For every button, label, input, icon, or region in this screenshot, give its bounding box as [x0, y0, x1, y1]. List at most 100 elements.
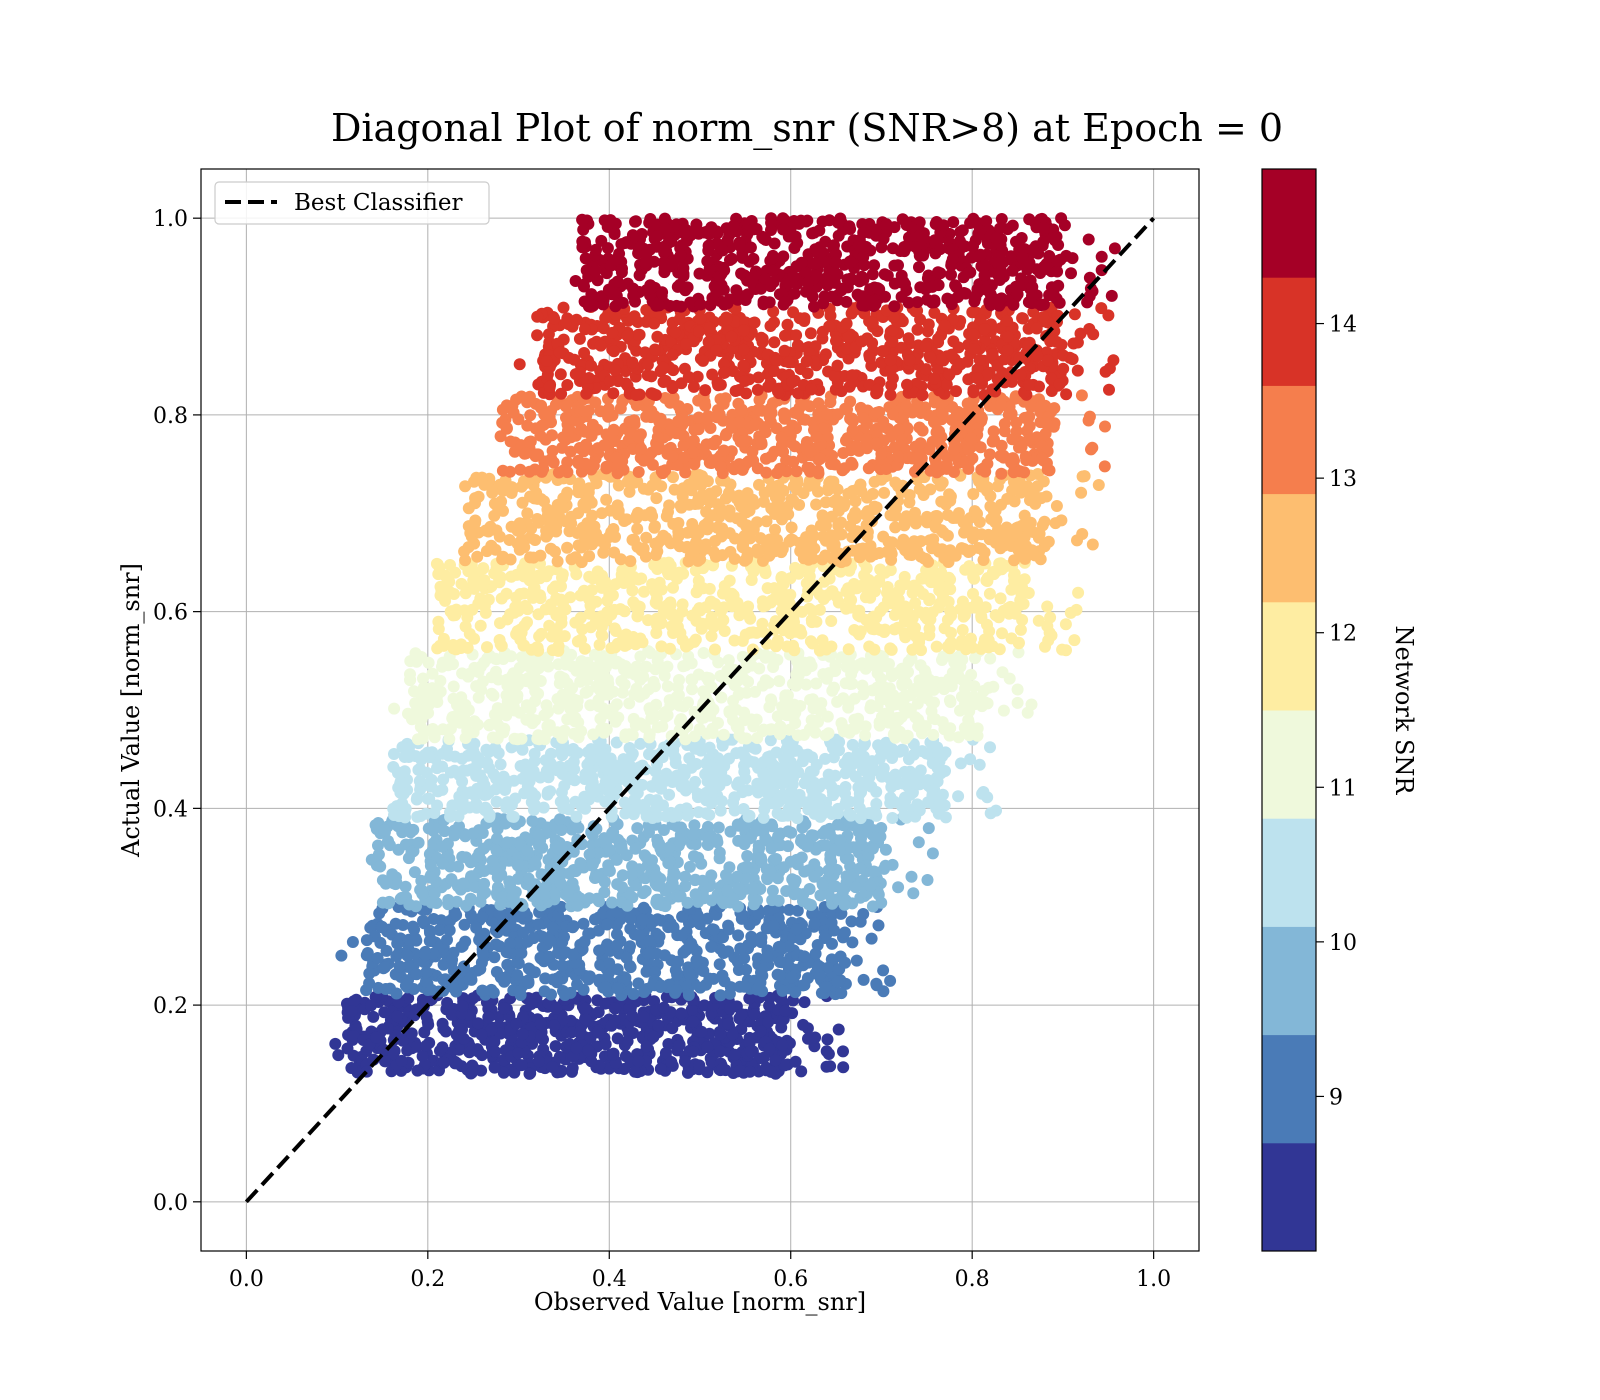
- scatter-point: [379, 983, 392, 995]
- scatter-point: [728, 552, 741, 565]
- scatter-point: [965, 668, 978, 681]
- scatter-point: [825, 615, 838, 627]
- scatter-point: [599, 981, 612, 994]
- scatter-point: [532, 608, 545, 621]
- scatter-point: [859, 508, 872, 521]
- scatter-point: [629, 638, 642, 651]
- scatter-point: [739, 628, 752, 641]
- scatter-point: [769, 491, 782, 504]
- scatter-point: [936, 788, 949, 801]
- scatter-point: [443, 924, 456, 937]
- scatter-point: [664, 880, 677, 893]
- scatter-point: [387, 1048, 400, 1061]
- scatter-point: [620, 513, 633, 526]
- scatter-point: [420, 975, 432, 988]
- scatter-point: [1011, 477, 1024, 490]
- scatter-point: [655, 782, 667, 795]
- scatter-point: [514, 523, 527, 536]
- scatter-point: [542, 705, 554, 718]
- scatter-point: [977, 476, 990, 489]
- scatter-point: [1016, 614, 1029, 626]
- scatter-point: [496, 484, 509, 497]
- scatter-point: [696, 874, 709, 887]
- scatter-point: [683, 526, 696, 539]
- scatter-point: [764, 864, 777, 877]
- scatter-point: [554, 813, 566, 826]
- scatter-point: [541, 725, 554, 738]
- scatter-point: [434, 685, 447, 698]
- scatter-point: [687, 828, 699, 841]
- scatter-point: [416, 887, 429, 900]
- scatter-point: [671, 681, 684, 694]
- scatter-point: [994, 542, 1007, 555]
- scatter-point: [687, 1045, 700, 1058]
- scatter-point: [912, 836, 925, 849]
- scatter-point: [593, 944, 606, 957]
- scatter-point: [444, 586, 457, 599]
- scatter-point: [566, 948, 579, 961]
- scatter-point: [865, 932, 878, 945]
- scatter-point: [476, 471, 488, 484]
- scatter-point: [457, 764, 470, 777]
- scatter-point: [785, 533, 798, 546]
- scatter-point: [590, 595, 603, 608]
- scatter-point: [408, 923, 421, 936]
- scatter-point: [963, 636, 976, 649]
- scatter-point: [548, 1019, 561, 1032]
- scatter-point: [627, 570, 640, 583]
- scatter-point: [743, 992, 756, 1005]
- scatter-point: [469, 514, 482, 527]
- scatter-point: [884, 797, 897, 809]
- scatter-point: [565, 1026, 578, 1039]
- scatter-point: [410, 793, 423, 806]
- scatter-point: [903, 489, 916, 501]
- scatter-point: [877, 762, 890, 775]
- scatter-point: [642, 683, 655, 696]
- scatter-point: [763, 1042, 776, 1055]
- scatter-point: [476, 756, 489, 769]
- scatter-point: [408, 1009, 421, 1022]
- scatter-point: [672, 517, 685, 529]
- scatter-point: [676, 929, 688, 942]
- scatter-point: [650, 893, 663, 906]
- scatter-point: [705, 940, 718, 953]
- scatter-point: [575, 800, 588, 813]
- scatter-point: [555, 617, 568, 629]
- scatter-point: [853, 628, 866, 641]
- scatter-point: [740, 963, 753, 976]
- scatter-point: [476, 1049, 488, 1062]
- scatter-point: [937, 590, 949, 603]
- scatter-point: [623, 485, 636, 498]
- scatter-point: [544, 934, 557, 947]
- scatter-point: [399, 811, 412, 824]
- scatter-point: [708, 597, 721, 610]
- scatter-point: [729, 532, 741, 545]
- scatter-point: [872, 919, 885, 932]
- scatter-point: [611, 939, 623, 952]
- scatter-point: [692, 851, 705, 864]
- scatter-point: [538, 889, 551, 901]
- scatter-point: [1075, 486, 1088, 499]
- scatter-point: [450, 1057, 463, 1070]
- scatter-point: [932, 747, 945, 759]
- scatter-point: [561, 713, 574, 726]
- scatter-point: [459, 732, 472, 744]
- scatter-point: [529, 534, 542, 546]
- scatter-point: [571, 635, 584, 648]
- scatter-point: [618, 796, 631, 809]
- scatter-point: [795, 833, 808, 846]
- scatter-point: [714, 1028, 727, 1041]
- scatter-point: [803, 602, 816, 615]
- scatter-point: [646, 578, 659, 591]
- scatter-point: [695, 712, 708, 725]
- scatter-point: [730, 492, 743, 505]
- scatter-point: [446, 799, 459, 812]
- scatter-point: [586, 858, 599, 871]
- scatter-point: [763, 701, 776, 714]
- scatter-point: [713, 852, 726, 865]
- chart-title: Diagonal Plot of norm_snr (SNR>8) at Epo…: [331, 106, 1283, 151]
- scatter-point: [413, 762, 426, 775]
- scatter-point: [904, 689, 917, 702]
- scatter-point: [984, 807, 997, 820]
- scatter-point: [637, 542, 650, 555]
